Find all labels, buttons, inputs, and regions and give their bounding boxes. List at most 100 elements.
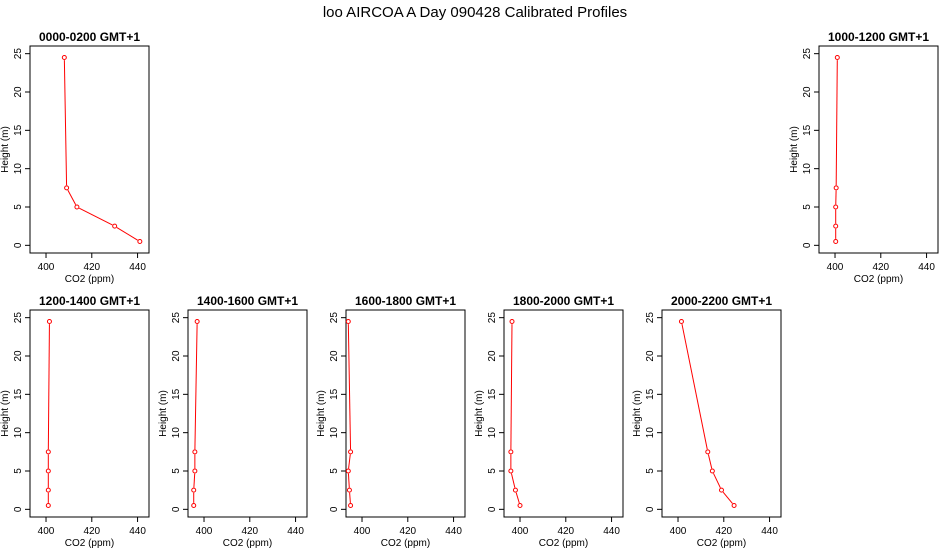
y-tick-label: 25: [13, 312, 24, 324]
y-axis-label: Height (m): [789, 126, 800, 173]
data-point: [510, 320, 514, 324]
x-tick-label: 420: [557, 526, 574, 537]
y-axis-label: Height (m): [158, 390, 169, 437]
series-segment: [348, 324, 350, 449]
data-point: [192, 488, 196, 492]
y-tick-label: 15: [645, 388, 656, 400]
y-tick-label: 20: [13, 350, 24, 362]
y-tick-label: 5: [487, 468, 498, 474]
y-tick-label: 15: [802, 124, 813, 136]
data-point: [346, 320, 350, 324]
x-axis-label: CO2 (ppm): [539, 538, 588, 549]
series-segment: [682, 324, 707, 449]
y-tick-label: 10: [487, 427, 498, 439]
y-tick-label: 0: [645, 506, 656, 512]
panel-title: 1400-1600 GMT+1: [197, 294, 298, 308]
series-segment: [836, 60, 837, 185]
x-tick-label: 440: [761, 526, 778, 537]
y-tick-label: 5: [171, 468, 182, 474]
data-point: [834, 205, 838, 209]
series-segment: [516, 493, 519, 503]
y-tick-label: 25: [645, 312, 656, 324]
data-point: [192, 504, 196, 508]
y-tick-label: 10: [13, 427, 24, 439]
panel-title: 0000-0200 GMT+1: [39, 30, 140, 44]
y-axis-label: Height (m): [474, 390, 485, 437]
y-tick-label: 10: [645, 427, 656, 439]
data-point: [346, 469, 350, 473]
y-tick-label: 15: [171, 388, 182, 400]
x-tick-label: 440: [287, 526, 304, 537]
data-point: [835, 56, 839, 60]
data-point: [138, 240, 142, 244]
y-tick-label: 0: [487, 506, 498, 512]
data-point: [509, 469, 513, 473]
x-tick-label: 440: [129, 262, 146, 273]
data-point: [710, 469, 714, 473]
y-tick-label: 20: [645, 350, 656, 362]
series-segment: [511, 324, 512, 449]
data-point: [349, 450, 353, 454]
y-tick-label: 0: [329, 506, 340, 512]
series-segment: [713, 473, 720, 487]
data-point: [732, 504, 736, 508]
panel-title: 1000-1200 GMT+1: [828, 30, 929, 44]
panel-title: 2000-2200 GMT+1: [671, 294, 772, 308]
y-tick-label: 15: [13, 124, 24, 136]
data-point: [834, 240, 838, 244]
series-segment: [350, 493, 351, 503]
figure-title: loo AIRCOA A Day 090428 Calibrated Profi…: [323, 4, 627, 21]
y-axis-label: Height (m): [632, 390, 643, 437]
series-segment: [349, 454, 351, 468]
y-tick-label: 15: [487, 388, 498, 400]
x-axis-label: CO2 (ppm): [697, 538, 746, 549]
y-tick-label: 15: [13, 388, 24, 400]
x-tick-label: 400: [196, 526, 213, 537]
y-tick-label: 5: [645, 468, 656, 474]
y-tick-label: 5: [13, 204, 24, 210]
y-tick-label: 10: [329, 427, 340, 439]
x-tick-label: 440: [129, 526, 146, 537]
y-tick-label: 20: [802, 86, 813, 98]
data-point: [347, 488, 351, 492]
data-point: [720, 488, 724, 492]
x-tick-label: 420: [241, 526, 258, 537]
x-tick-label: 400: [354, 526, 371, 537]
series-segment: [48, 324, 49, 449]
y-axis-label: Height (m): [0, 390, 11, 437]
x-tick-label: 420: [83, 262, 100, 273]
series-segment: [68, 190, 76, 205]
y-tick-label: 20: [171, 350, 182, 362]
series-segment: [195, 324, 197, 449]
data-point: [46, 450, 50, 454]
x-tick-label: 400: [38, 262, 55, 273]
data-point: [193, 469, 197, 473]
y-tick-label: 5: [802, 204, 813, 210]
data-point: [75, 205, 79, 209]
data-point: [518, 504, 522, 508]
data-point: [62, 56, 66, 60]
y-axis-label: Height (m): [316, 390, 327, 437]
plot-frame: [188, 310, 307, 517]
data-point: [46, 469, 50, 473]
plot-frame: [504, 310, 623, 517]
y-tick-label: 25: [329, 312, 340, 324]
data-point: [706, 450, 710, 454]
x-axis-label: CO2 (ppm): [223, 538, 272, 549]
y-tick-label: 25: [13, 48, 24, 60]
plot-frame: [662, 310, 781, 517]
data-point: [46, 488, 50, 492]
plot-frame: [30, 46, 149, 253]
x-axis-label: CO2 (ppm): [65, 538, 114, 549]
series-segment: [348, 474, 349, 488]
panel-title: 1200-1400 GMT+1: [39, 294, 140, 308]
series-segment: [708, 454, 711, 468]
x-tick-label: 420: [715, 526, 732, 537]
data-point: [509, 450, 513, 454]
